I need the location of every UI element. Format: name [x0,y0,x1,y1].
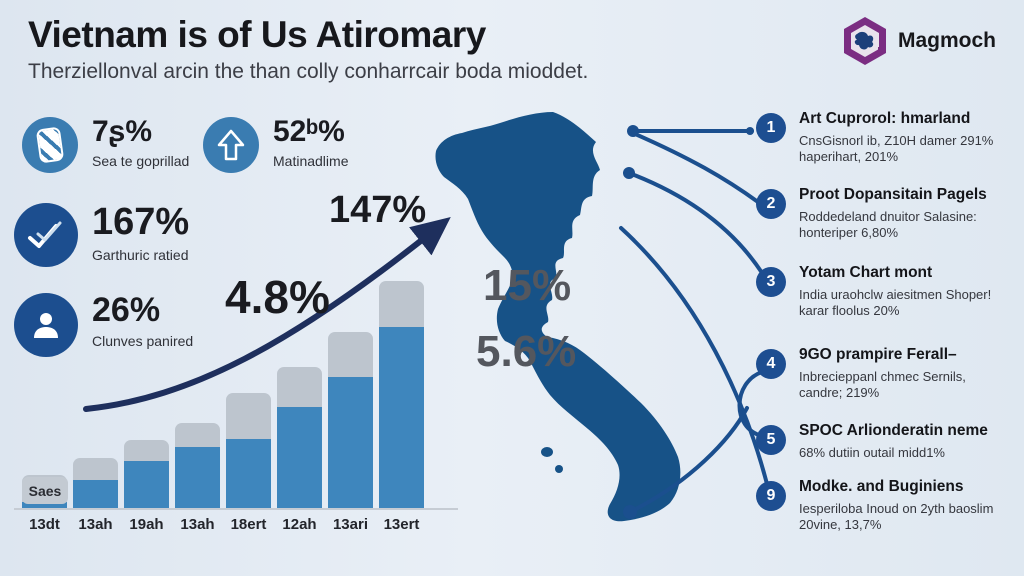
brand-name: Magmoch [897,29,996,52]
person-icon [14,293,78,357]
stat-value: 7ʂ% [92,115,153,148]
list-number-badge: 2 [756,189,786,219]
bar-segment-gray [379,281,424,327]
list-item: 3 Yotam Chart mont India uraohclw aiesit… [756,264,1012,320]
stat-label: Clunves panired [92,333,194,349]
list-item: 2 Proot Dopansitain Pagels Roddedeland d… [756,186,1012,242]
stat-label: Sea te goprillad [92,153,190,169]
bar [379,281,424,509]
list-item: 9 Modke. and Buginiens Iesperiloba Inoud… [756,478,1012,534]
stat-value: 52ᵇ% [273,115,345,148]
x-axis-label: 13ari [332,516,369,533]
hexagon-logo-icon [843,17,886,65]
list-item-body: Inbrecieppanl chmec Sernils, candre; 219… [799,368,966,401]
bar [277,367,322,509]
bar-segment-blue [277,407,322,509]
bar-segment-blue [226,439,271,509]
list-item-title: Modke. and Buginiens [799,478,964,495]
bar [328,332,373,509]
bar-segment-blue [328,377,373,509]
callout-mid2: 5.6% [476,327,577,376]
x-axis-label: 13ah [78,516,113,533]
x-axis-label: 13ert [383,516,420,533]
bar-segment-gray [277,367,322,407]
callout-rate: 4.8% [225,271,330,323]
bar-chart: Saes 13dt 13ah 19ah 13ah 18ert 12ah 13ari 13ert [0,0,470,576]
list-item-title: SPOC Arlionderatin neme [799,422,988,439]
x-axis-line [14,508,458,510]
list-number-badge: 9 [756,481,786,511]
bar-segment-gray [175,423,220,447]
bar [226,393,271,509]
bar [73,458,118,509]
x-axis-label: 13ah [180,516,215,533]
callout-growth: 147% [329,189,427,231]
bar-segment-blue [379,327,424,509]
connector-dots [623,125,754,519]
bar-segment-blue [73,480,118,509]
bar-segment-gray [226,393,271,439]
x-axis-label: 18ert [230,516,267,533]
stripe-badge-icon [22,117,78,173]
series-tag: Saes [22,477,68,504]
list-number-badge: 3 [756,267,786,297]
list-number-badge: 5 [756,425,786,455]
arrow-up-icon [203,117,259,173]
list-item: 1 Art Cuprorol: hmarland CnsGisnorl ib, … [756,110,1012,166]
x-axis-label: 12ah [282,516,317,533]
double-check-icon [14,203,78,267]
list-item-title: 9GO prampire Ferall– [799,346,957,363]
list-number-badge: 1 [756,113,786,143]
page-subtitle: Therziellonval arcin the than colly conh… [28,60,589,83]
x-axis-label: 13dt [29,516,60,533]
bar-segment-gray [124,440,169,461]
stat-item: 167% Garthuric ratied [14,203,189,267]
list-item-body: Iesperiloba Inoud on 2yth baoslim 20vine… [799,500,994,533]
connector-lines [619,129,769,514]
stat-label: Garthuric ratied [92,247,189,263]
list-item-body: India uraohclw aiesitmen Shoper! karar f… [799,286,992,319]
callout-mid1: 15% [483,261,572,310]
stat-label: Matinadlime [273,153,349,169]
bar-segment-gray [328,332,373,377]
stat-value: 26% [92,291,161,329]
list-item-body: Roddedeland dnuitor Salasine: honteriper… [799,208,977,241]
stat-item: 7ʂ% Sea te goprillad [22,117,189,173]
list-number-badge: 4 [756,349,786,379]
stat-item: 26% Clunves panired [14,293,193,357]
x-axis-label: 19ah [129,516,164,533]
bar [124,440,169,509]
vietnam-map [435,112,681,522]
page-title: Vietnam is of Us Atiromary [28,14,486,55]
brand-logo: Magmoch [841,16,996,66]
bar-segment-blue [22,502,67,509]
stat-item: 52ᵇ% Matinadlime [203,117,348,173]
bar-segment-gray [73,458,118,480]
list-item-title: Art Cuprorol: hmarland [799,110,971,127]
list-item: 4 9GO prampire Ferall– Inbrecieppanl chm… [756,346,1012,402]
stat-value: 167% [92,201,190,243]
bar-segment-blue [175,447,220,509]
bar [175,423,220,509]
list-item-title: Proot Dopansitain Pagels [799,186,987,203]
bar-segment-blue [124,461,169,509]
list-item-body: 68% dutiin outail midd1% [799,444,945,460]
list-item-title: Yotam Chart mont [799,264,933,281]
list-item: 5 SPOC Arlionderatin neme 68% dutiin out… [756,422,1012,461]
list-item-body: CnsGisnorl ib, Z10H damer 291% haperihar… [799,132,994,165]
